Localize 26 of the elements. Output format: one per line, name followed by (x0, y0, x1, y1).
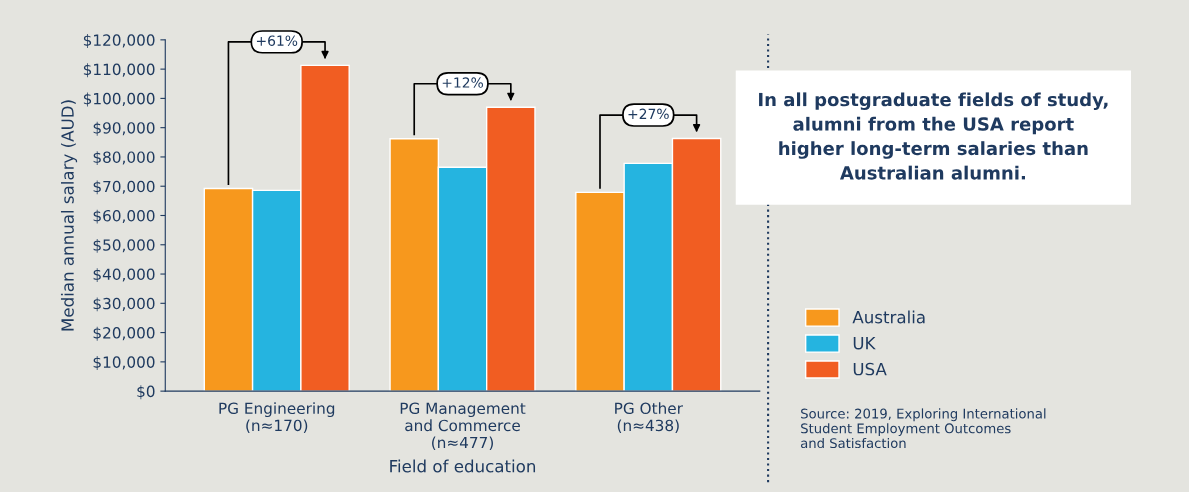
source-note: Source: 2019, Exploring International Student Employment Outcomes and Satisfaction (800, 408, 1046, 449)
y-tick-label: $90,000 (93, 121, 155, 136)
y-tick-label: $100,000 (83, 92, 155, 107)
y-tick-label: $120,000 (83, 34, 155, 48)
y-tick-label: $0 (137, 385, 155, 400)
y-tick-label: $80,000 (93, 151, 155, 165)
legend-label: USA (853, 362, 887, 376)
annotation: +12% (442, 77, 484, 88)
y-tick-label: $20,000 (93, 326, 155, 341)
y-tick-label: $40,000 (93, 268, 155, 283)
x-tick-label: PG Engineering (n≈170) (219, 402, 335, 433)
y-tick-label: $60,000 (93, 209, 155, 224)
y-axis-title: Median annual salary (AUD) (60, 100, 78, 331)
y-tick-label: $10,000 (93, 356, 155, 370)
annotation: +27% (628, 108, 669, 120)
x-axis-title: Field of education (390, 459, 536, 473)
x-tick-label: PG Management and Commerce (n≈477) (400, 402, 526, 451)
y-tick-label: $50,000 (93, 238, 155, 253)
legend-label: Australia (852, 310, 925, 324)
legend-label: UK (853, 337, 876, 350)
x-tick-label: PG Other (n≈438) (615, 402, 683, 433)
y-tick-label: $110,000 (83, 63, 155, 78)
y-tick-label: $30,000 (93, 297, 155, 312)
annotation: +61% (256, 35, 298, 46)
y-tick-label: $70,000 (93, 180, 155, 195)
annotation: In all postgraduate fields of study, alumni from the USA report higher long-term salaries than Australian alumni. (759, 92, 1108, 180)
